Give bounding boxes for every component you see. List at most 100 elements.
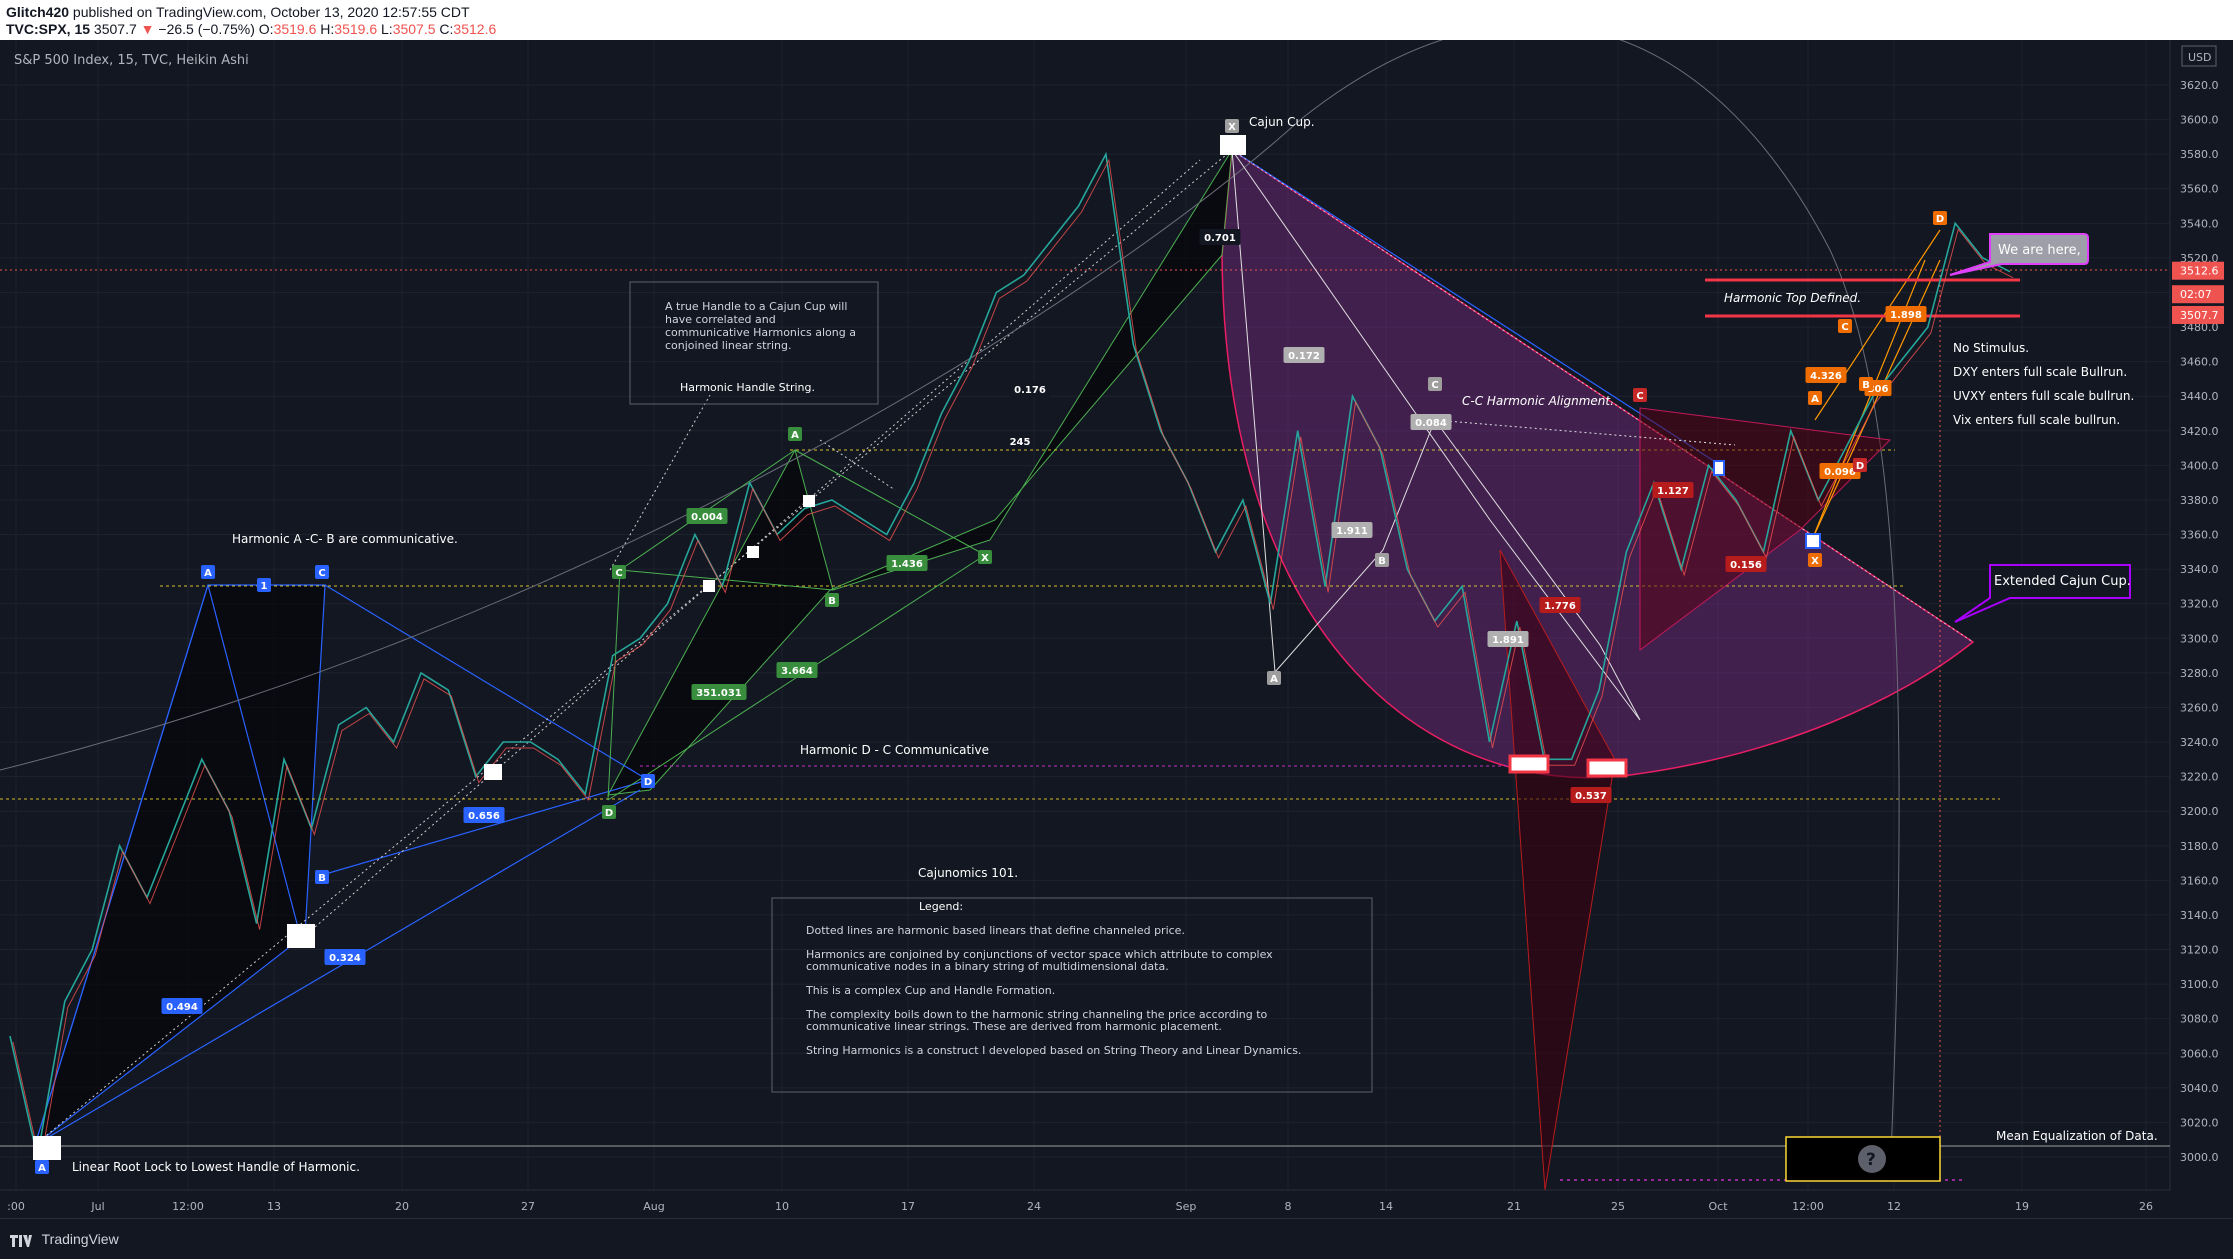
point-badge[interactable] (1428, 377, 1442, 391)
ratio-tag[interactable] (1539, 597, 1581, 613)
point-badge-letter: C (318, 568, 325, 579)
question-box[interactable] (1785, 1136, 1941, 1182)
price-tick-label: 3020.0 (2180, 1116, 2219, 1129)
tradingview-logo[interactable]: TradingView (41, 1231, 119, 1247)
footer-bar: TradingView (0, 1218, 2233, 1259)
point-badge[interactable] (1375, 553, 1389, 567)
author-name[interactable]: Glitch420 (6, 4, 70, 20)
point-badge[interactable] (1853, 458, 1867, 472)
time-tick-label: 25 (1611, 1200, 1625, 1213)
ratio-tag[interactable] (324, 949, 366, 965)
ratio-tag[interactable] (1819, 463, 1861, 479)
point-badge[interactable] (315, 565, 329, 579)
legend-title: Legend: (919, 900, 963, 913)
point-badge[interactable] (1859, 377, 1873, 391)
open-value: 3519.6 (273, 21, 317, 37)
ratio-tag[interactable] (161, 998, 203, 1014)
ratio-tag[interactable] (1410, 414, 1452, 430)
high-value: 3519.6 (334, 21, 378, 37)
harmonic-dc-label: Harmonic D - C Communicative (800, 743, 989, 757)
price-tick-label: 3040.0 (2180, 1082, 2219, 1095)
ratio-tag[interactable] (1009, 381, 1051, 397)
ratio-tag[interactable] (1283, 347, 1325, 363)
ratio-tag[interactable] (1570, 787, 1612, 803)
currency-badge[interactable] (2181, 45, 2217, 67)
extended-cup-callout[interactable] (1954, 564, 2131, 623)
currency-label: USD (2188, 51, 2212, 64)
price-tick-label: 3540.0 (2180, 217, 2219, 230)
ratio-tag[interactable] (1331, 522, 1373, 538)
ratio-tag[interactable] (1487, 631, 1529, 647)
ratio-tag[interactable] (686, 508, 728, 524)
ratio-tag-label: 351.031 (696, 688, 742, 699)
ratio-tag[interactable] (1885, 306, 1927, 322)
ratio-tag[interactable] (1006, 433, 1034, 449)
price-tag-label: 3512.6 (2180, 265, 2219, 278)
point-badge-letter: X (981, 553, 989, 564)
price-tick-label: 3080.0 (2180, 1013, 2219, 1026)
point-badge[interactable] (788, 427, 802, 441)
time-tick-label: Aug (643, 1200, 664, 1213)
price-tick-label: 3520.0 (2180, 252, 2219, 265)
ratio-tag-label: 1.898 (1890, 310, 1922, 321)
point-badge[interactable] (978, 550, 992, 564)
point-badge[interactable] (612, 565, 626, 579)
ratio-tag-label: 0.156 (1730, 560, 1762, 571)
point-badge[interactable] (825, 593, 839, 607)
point-badge[interactable] (315, 870, 329, 884)
point-badge[interactable] (1808, 553, 1822, 567)
price-series[interactable] (9, 151, 2011, 1158)
time-tick-label: 8 (1285, 1200, 1292, 1213)
point-badge[interactable] (1225, 119, 1239, 133)
price-tag-label: 02:07 (2180, 288, 2212, 301)
dxy-label: DXY enters full scale Bullrun. (1953, 365, 2127, 379)
point-badge[interactable] (1838, 319, 1852, 333)
price-tick-label: 3100.0 (2180, 978, 2219, 991)
point-badge-letter: B (1378, 556, 1386, 567)
ratio-tag-label: 1.436 (891, 559, 923, 570)
ratio-tag-label: 0.656 (468, 811, 500, 822)
ratio-tag[interactable] (463, 807, 505, 823)
ratio-tag[interactable] (691, 684, 747, 700)
publish-header: Glitch420 published on TradingView.com, … (0, 0, 2233, 40)
ratio-tag[interactable] (1805, 367, 1847, 383)
price-chart[interactable]: 3620.03600.03580.03560.03540.03520.03500… (0, 40, 2233, 1258)
ratio-tag-label: 0.084 (1415, 418, 1447, 429)
point-badge[interactable] (1808, 391, 1822, 405)
point-badge[interactable] (35, 1160, 49, 1174)
ratio-tag[interactable] (776, 662, 818, 678)
ratio-tag[interactable] (886, 555, 928, 571)
price-tick-label: 3200.0 (2180, 805, 2219, 818)
open-label: O: (258, 21, 274, 37)
cajun-cup-label: Cajun Cup. (1249, 115, 1315, 129)
uvxy-label: UVXY enters full scale bullrun. (1953, 389, 2134, 403)
point-badge-letter: X (1228, 122, 1236, 133)
price-tick-label: 3060.0 (2180, 1047, 2219, 1060)
symbol-label: TVC:SPX, 15 (6, 21, 91, 37)
price-axis[interactable]: 3620.03600.03580.03560.03540.03520.03500… (2169, 40, 2233, 1218)
point-badge[interactable] (641, 774, 655, 788)
point-badge[interactable] (1633, 388, 1647, 402)
ratio-tag[interactable] (1725, 556, 1767, 572)
price-tag (2172, 261, 2224, 280)
price-tag (2172, 285, 2224, 304)
point-badge-letter: C (615, 568, 622, 579)
point-badge[interactable] (602, 805, 616, 819)
ratio-tag[interactable] (1199, 229, 1241, 245)
point-badge-letter: A (1270, 674, 1278, 685)
point-badge-letter: X (1811, 556, 1819, 567)
we-are-here-callout[interactable] (1949, 233, 2089, 276)
point-badge[interactable] (1933, 211, 1947, 225)
time-axis[interactable]: :00 Jul 12:00 13 20 27 Aug 10 17 24 Sep 8 14 21 25 Oct 1… (0, 1189, 2170, 1213)
point-badge[interactable] (201, 565, 215, 579)
ratio-tag[interactable] (1652, 482, 1694, 498)
point-badge-letter: B (1862, 380, 1870, 391)
time-tick-label: 24 (1027, 1200, 1041, 1213)
mean-equalization-label: Mean Equalization of Data. (1996, 1129, 2158, 1143)
legend-line-2a: Harmonics are conjoined by conjunctions … (806, 948, 1273, 961)
point-badge-letter: D (1856, 461, 1864, 472)
point-badge[interactable] (257, 578, 271, 592)
price-tick-label: 3280.0 (2180, 667, 2219, 680)
point-badge[interactable] (1267, 671, 1281, 685)
ratio-tag-label: 0.004 (691, 512, 723, 523)
